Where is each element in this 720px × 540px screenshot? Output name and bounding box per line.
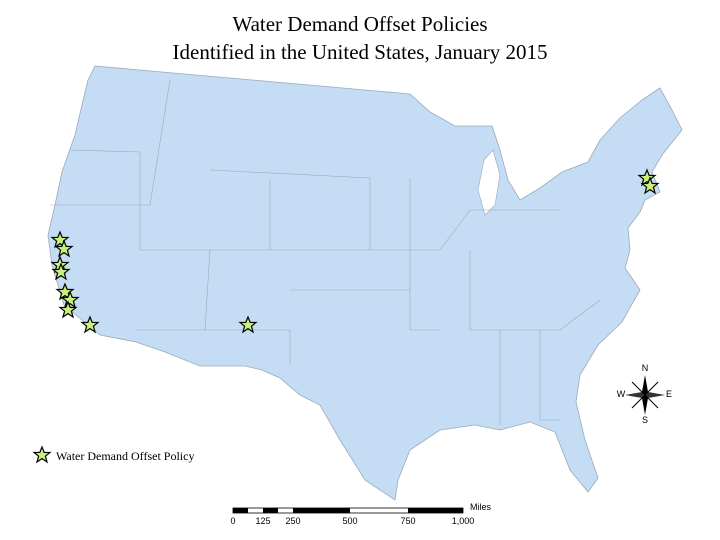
scale-label: 0 — [230, 516, 235, 526]
state-borders — [50, 79, 601, 425]
scale-label: 750 — [400, 516, 415, 526]
title-line: Water Demand Offset Policies — [232, 12, 487, 36]
scale-label: 500 — [342, 516, 357, 526]
scale-bar: Miles 0 125 250 500 750 1,000 — [230, 502, 491, 526]
legend-symbol — [33, 446, 51, 463]
compass-label: N — [642, 363, 649, 373]
compass-label: E — [666, 389, 672, 399]
lake-michigan — [477, 149, 501, 216]
compass-label: W — [617, 389, 626, 399]
scale-label: 1,000 — [452, 516, 475, 526]
us-outline — [47, 65, 683, 501]
scale-label: 125 — [255, 516, 270, 526]
compass: N E S W — [617, 363, 672, 425]
legend-label: Water Demand Offset Policy — [56, 449, 194, 463]
legend: Water Demand Offset Policy — [33, 446, 194, 463]
title-line: Identified in the United States, January… — [173, 40, 548, 64]
scale-label: 250 — [285, 516, 300, 526]
compass-label: S — [642, 415, 648, 425]
scale-unit: Miles — [470, 502, 492, 512]
